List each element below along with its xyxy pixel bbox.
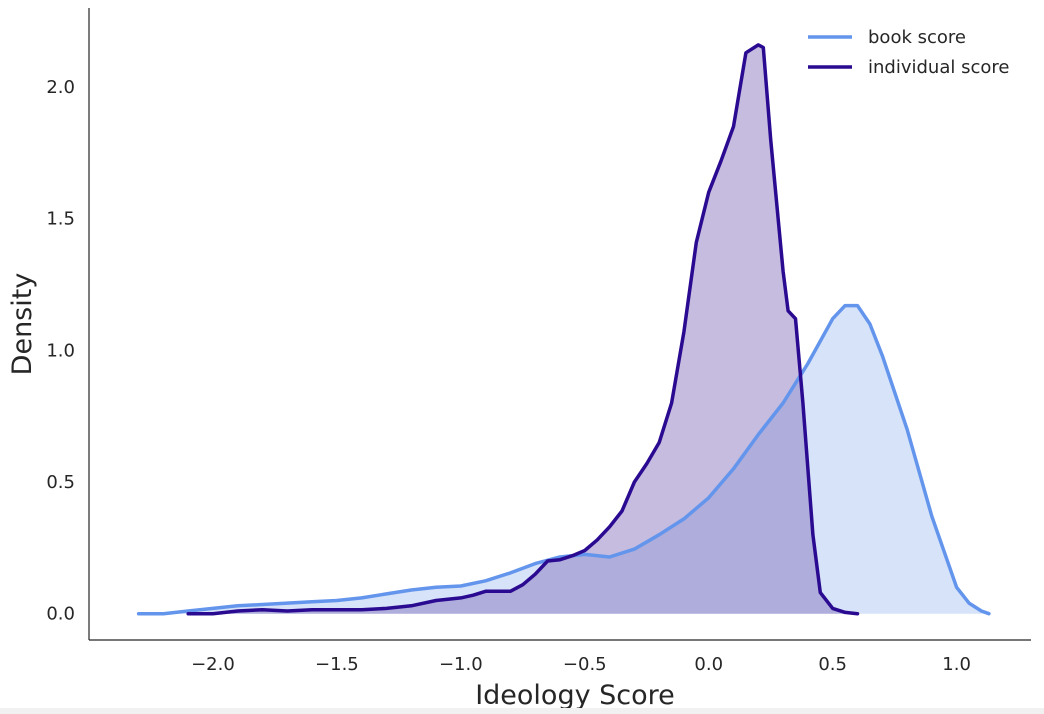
legend: book score individual score: [808, 27, 1009, 78]
x-tick-label: −0.5: [563, 654, 607, 675]
x-tick-label: −1.0: [439, 654, 483, 675]
series-line-book-score: [136, 303, 991, 616]
x-tick-labels: −2.0 −1.5 −1.0 −0.5 0.0 0.5 1.0: [191, 654, 971, 675]
window-bottom-edge: [0, 708, 1044, 714]
x-axis-title: Ideology Score: [475, 680, 675, 711]
area-layer: [138, 44, 989, 614]
line-layer: [136, 43, 991, 616]
x-tick-label: 1.0: [942, 654, 971, 675]
series-area-individual-score: [188, 44, 858, 614]
x-tick-label: −2.0: [191, 654, 235, 675]
x-tick-label: −1.5: [315, 654, 359, 675]
y-tick-label: 2.0: [46, 77, 75, 98]
y-tick-label: 0.0: [46, 604, 75, 625]
x-tick-label: 0.0: [694, 654, 723, 675]
y-axis-title: Density: [7, 273, 38, 376]
legend-label: individual score: [868, 57, 1009, 78]
legend-label: book score: [868, 27, 966, 48]
y-tick-label: 1.0: [46, 340, 75, 361]
y-tick-label: 0.5: [46, 472, 75, 493]
series-line-individual-score: [186, 43, 860, 616]
x-tick-label: 0.5: [818, 654, 847, 675]
y-tick-labels: 0.0 0.5 1.0 1.5 2.0: [46, 77, 75, 625]
series-area-book-score: [138, 305, 989, 614]
y-tick-label: 1.5: [46, 209, 75, 230]
